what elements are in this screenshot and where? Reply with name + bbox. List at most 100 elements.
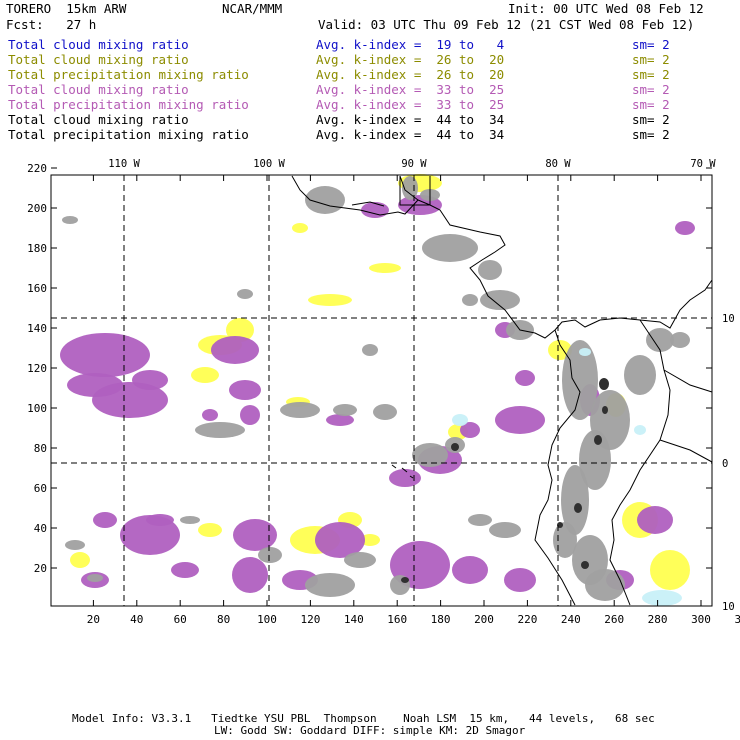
cloud-purple-blob (460, 422, 480, 438)
legend-row: Total cloud mixing ratio Avg. k-index = 3… (0, 82, 740, 97)
cloud-core-blob (602, 406, 608, 414)
legend-sm: sm= 2 (632, 37, 670, 52)
cloud-gray-blob (579, 430, 611, 490)
forecast-hour: Fcst: 27 h (6, 17, 97, 32)
cloud-gray-blob (462, 294, 478, 306)
x-grid-label: 300 (691, 613, 711, 626)
y-grid-label: 20 (34, 562, 47, 575)
cloud-gray-blob (373, 404, 397, 420)
longitude-label: 100 W (253, 158, 285, 170)
latitude-labels: 10 N 0 10 S (722, 313, 740, 613)
legend-sm: sm= 2 (632, 52, 670, 67)
x-grid-label: 280 (648, 613, 668, 626)
legend-field: Total precipitation mixing ratio (8, 127, 249, 142)
y-grid-label: 60 (34, 482, 47, 495)
legend-index: Avg. k-index = 33 to 25 (316, 97, 505, 112)
legend-sm: sm= 2 (632, 97, 670, 112)
y-grid-label: 200 (27, 202, 47, 215)
cloud-gray-blob (422, 234, 478, 262)
cloud-purple-blob (326, 414, 354, 426)
model-info-line1: Model Info: V3.3.1 Tiedtke YSU PBL Thomp… (72, 712, 655, 725)
cloud-purple-blob (637, 506, 673, 534)
cloud-purple-blob (93, 512, 117, 528)
map-frame (50, 174, 713, 607)
cloud-core-blob (574, 503, 582, 513)
cloud-gray-blob (624, 355, 656, 395)
legend-index: Avg. k-index = 44 to 34 (316, 112, 505, 127)
x-grid-labels: 20 40 60 80 100 120 140 160 180 200 220 240 260 280 30… (87, 613, 740, 626)
x-grid-label: 180 (431, 613, 451, 626)
cloud-purple-blob (452, 556, 488, 584)
legend-field: Total cloud mixing ratio (8, 82, 189, 97)
valid-time: Valid: 03 UTC Thu 09 Feb 12 (21 CST Wed … (318, 17, 695, 32)
cloud-purple-blob (232, 557, 268, 593)
grid-tick-marks (51, 167, 712, 606)
cloud-purple-blob (233, 519, 277, 551)
cloud-gray-blob (344, 552, 376, 568)
cloud-gray-blob (65, 540, 85, 550)
cloud-gray-blob (646, 328, 674, 352)
cloud-purple-blob (229, 380, 261, 400)
cloud-cyan-blob (642, 590, 682, 606)
x-grid-label: 140 (344, 613, 364, 626)
legend-row: Total cloud mixing ratio Avg. k-index = 4… (0, 112, 740, 127)
longitude-labels: 110 W 100 W 90 W 80 W 70 W (108, 158, 716, 170)
cloud-gray-blob (561, 465, 589, 535)
legend-row: Total cloud mixing ratio Avg. k-index = 1… (0, 37, 740, 52)
cloud-core-blob (594, 435, 602, 445)
longitude-label: 80 W (545, 158, 571, 170)
cloud-yellow-blob (191, 367, 219, 383)
y-grid-label: 140 (27, 322, 47, 335)
cloud-gray-blob (237, 289, 253, 299)
cloud-purple-blob (504, 568, 536, 592)
y-grid-label: 120 (27, 362, 47, 375)
cloud-gray-blob (195, 422, 245, 438)
cloud-gray-blob (305, 573, 355, 597)
cloud-gray-blob (62, 216, 78, 224)
longitude-label: 90 W (401, 158, 427, 170)
legend-sm: sm= 2 (632, 67, 670, 82)
legend-index: Avg. k-index = 33 to 25 (316, 82, 505, 97)
cloud-gray-blob (280, 402, 320, 418)
y-grid-label: 180 (27, 242, 47, 255)
cloud-gray-blob (362, 344, 378, 356)
cloud-purple-blob (361, 202, 389, 218)
x-grid-label: 40 (130, 613, 143, 626)
legend-index: Avg. k-index = 26 to 20 (316, 67, 505, 82)
x-grid-label: 20 (87, 613, 100, 626)
cloud-purple-blob (132, 370, 168, 390)
longitude-label: 110 W (108, 158, 140, 170)
model-title: TORERO 15km ARW (6, 1, 127, 16)
y-grid-labels: 20 40 60 80 100 120 140 160 180 200 220 (27, 162, 47, 575)
legend-field: Total cloud mixing ratio (8, 52, 189, 67)
cloud-cyan-blob (452, 414, 468, 426)
cloud-yellow-blob (292, 223, 308, 233)
cloud-core-blob (581, 561, 589, 569)
cloud-gray-blob (489, 522, 521, 538)
cloud-cyan-blob (579, 348, 591, 356)
legend-field: Total cloud mixing ratio (8, 112, 189, 127)
x-grid-label: 60 (174, 613, 187, 626)
y-grid-label: 80 (34, 442, 47, 455)
cloud-purple-blob (675, 221, 695, 235)
y-grid-label: 220 (27, 162, 47, 175)
legend-row: Total precipitation mixing ratio Avg. k-i… (0, 127, 740, 142)
x-grid-label: 220 (517, 613, 537, 626)
cloud-purple-blob (202, 409, 218, 421)
cloud-yellow-blob (226, 318, 254, 342)
cloud-purple-blob (146, 514, 174, 526)
cloud-yellow-blob (369, 263, 401, 273)
legend-field: Total precipitation mixing ratio (8, 97, 249, 112)
cloud-purple-blob (211, 336, 259, 364)
cloud-yellow-blob (70, 552, 90, 568)
cloud-purple-blob (495, 406, 545, 434)
cloud-gray-blob (478, 260, 502, 280)
cloud-gray-blob (258, 547, 282, 563)
cloud-yellow-blob (650, 550, 690, 590)
cloud-core-blob (599, 378, 609, 390)
cloud-core-blob (401, 577, 409, 583)
cloud-purple-blob (60, 333, 150, 377)
legend-row: Total precipitation mixing ratio Avg. k-i… (0, 67, 740, 82)
x-grid-label: 200 (474, 613, 494, 626)
